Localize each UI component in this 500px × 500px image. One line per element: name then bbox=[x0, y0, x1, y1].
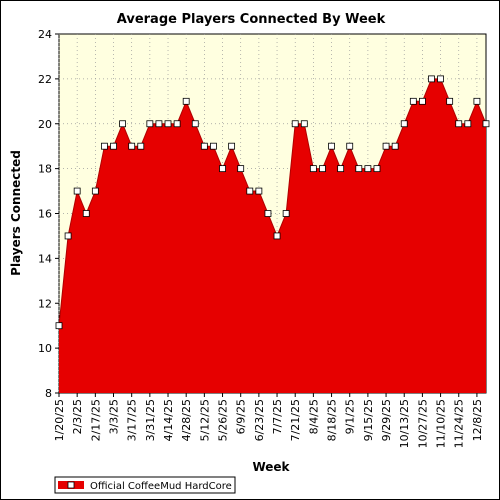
x-tick-label: 3/3/25 bbox=[108, 399, 121, 434]
data-point bbox=[418, 97, 426, 105]
x-tick-label: 2/3/25 bbox=[71, 399, 84, 434]
data-point bbox=[64, 232, 72, 240]
data-point bbox=[91, 187, 99, 195]
x-tick-label: 11/24/25 bbox=[453, 399, 466, 448]
x-tick-label: 8/4/25 bbox=[307, 399, 320, 434]
data-point bbox=[101, 142, 108, 150]
data-point bbox=[409, 97, 417, 105]
data-point bbox=[119, 120, 126, 128]
x-axis-label: Week bbox=[252, 460, 290, 474]
data-point bbox=[482, 120, 490, 128]
data-point bbox=[309, 165, 317, 173]
y-tick-label: 14 bbox=[38, 252, 52, 265]
x-tick-label: 7/21/25 bbox=[289, 399, 302, 441]
legend-box bbox=[54, 476, 236, 494]
x-tick-label: 3/31/25 bbox=[144, 399, 157, 441]
data-point bbox=[155, 120, 163, 128]
x-tick-label: 8/18/25 bbox=[326, 399, 339, 441]
y-tick-label: 16 bbox=[38, 208, 52, 221]
data-point bbox=[128, 142, 136, 150]
x-tick-label: 10/13/25 bbox=[398, 399, 411, 448]
chart-title: Average Players Connected By Week bbox=[117, 12, 386, 27]
y-tick-label: 18 bbox=[38, 163, 52, 176]
y-tick-label: 24 bbox=[38, 28, 52, 41]
data-point bbox=[246, 187, 254, 195]
x-tick-label: 9/1/25 bbox=[344, 399, 357, 434]
x-tick-label: 11/10/25 bbox=[435, 399, 448, 448]
data-point bbox=[219, 165, 226, 173]
x-axis: 1/20/25 2/3/25 2/17/25 3/3/25 3/17/25 3/31/25… bbox=[53, 393, 484, 448]
data-point bbox=[373, 165, 381, 173]
data-point bbox=[164, 120, 172, 128]
data-point bbox=[446, 97, 454, 105]
x-tick-label: 1/20/25 bbox=[53, 399, 66, 441]
data-point bbox=[110, 142, 117, 150]
x-tick-label: 7/7/25 bbox=[271, 399, 284, 434]
legend-label: Official CoffeeMud HardCore bbox=[90, 481, 232, 492]
x-tick-label: 5/26/25 bbox=[217, 399, 230, 441]
data-point bbox=[355, 165, 363, 173]
x-tick-label: 9/29/25 bbox=[380, 399, 393, 441]
data-point bbox=[337, 165, 345, 173]
data-point bbox=[255, 187, 263, 195]
y-tick-label: 12 bbox=[38, 297, 52, 310]
data-point bbox=[455, 120, 463, 128]
y-axis-label: Players Connected bbox=[9, 150, 23, 276]
data-point bbox=[173, 120, 181, 128]
area-layer bbox=[55, 75, 490, 393]
data-point bbox=[346, 142, 354, 150]
x-tick-label: 4/28/25 bbox=[180, 399, 193, 441]
data-point bbox=[237, 165, 245, 173]
data-point bbox=[364, 165, 372, 173]
x-tick-label: 5/12/25 bbox=[198, 399, 211, 441]
y-tick-label: 22 bbox=[38, 73, 52, 86]
data-point bbox=[82, 210, 90, 217]
data-point bbox=[200, 142, 208, 150]
data-point bbox=[437, 75, 444, 83]
legend: Official CoffeeMud HardCore bbox=[54, 476, 236, 494]
x-tick-label: 9/15/25 bbox=[362, 399, 375, 441]
data-point bbox=[328, 142, 335, 150]
data-point bbox=[182, 97, 190, 105]
data-point bbox=[191, 120, 199, 128]
legend-marker bbox=[67, 481, 75, 489]
data-point bbox=[391, 142, 399, 150]
y-tick-label: 8 bbox=[45, 387, 52, 400]
data-point bbox=[382, 142, 390, 150]
y-tick-label: 20 bbox=[38, 118, 52, 131]
x-tick-label: 6/9/25 bbox=[235, 399, 248, 434]
x-tick-label: 10/27/25 bbox=[416, 399, 429, 448]
data-point bbox=[273, 232, 281, 240]
data-point bbox=[282, 210, 290, 217]
data-point bbox=[137, 142, 145, 150]
data-point bbox=[319, 165, 326, 173]
y-tick-label: 10 bbox=[38, 342, 52, 355]
data-point bbox=[210, 142, 217, 150]
x-tick-label: 3/17/25 bbox=[126, 399, 139, 441]
data-point bbox=[473, 97, 481, 105]
x-tick-label: 2/17/25 bbox=[89, 399, 102, 441]
data-point bbox=[73, 187, 81, 195]
data-point bbox=[291, 120, 299, 128]
data-point bbox=[300, 120, 308, 128]
data-point bbox=[464, 120, 472, 128]
x-tick-label: 4/14/25 bbox=[162, 399, 175, 441]
data-point bbox=[428, 75, 435, 83]
data-point bbox=[146, 120, 154, 128]
data-point bbox=[264, 210, 272, 217]
y-axis: 8 10 12 14 16 18 20 22 24 bbox=[38, 28, 59, 400]
area-fill bbox=[59, 78, 486, 393]
data-point bbox=[55, 322, 63, 330]
x-tick-label: 6/23/25 bbox=[253, 399, 266, 441]
data-point bbox=[400, 120, 408, 128]
x-tick-label: 12/8/25 bbox=[471, 399, 484, 441]
data-point bbox=[228, 142, 236, 150]
